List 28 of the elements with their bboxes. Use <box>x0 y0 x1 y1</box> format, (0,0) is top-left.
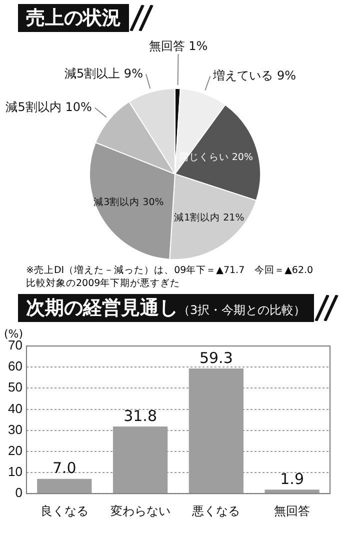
slice-label: 減5割以内 10% <box>6 100 92 114</box>
text: ※売上DI（増えた－減った）は、09年下＝▲71.7 今回＝▲62.0 <box>26 264 314 277</box>
chart-subtitle: （3択・今期との比較） <box>178 303 306 317</box>
y-axis-title: (%) <box>4 327 24 340</box>
y-tick-label: 0 <box>15 485 22 500</box>
chart-title: 売上の状況 <box>18 4 129 32</box>
data-label: 31.8 <box>124 406 157 425</box>
data-label: 1.9 <box>280 470 304 488</box>
slice-label: 増えている 9% <box>212 68 296 82</box>
y-tick-label: 70 <box>8 338 22 353</box>
data-label: 7.0 <box>52 459 76 478</box>
x-tick-label: 変わらない <box>110 504 170 518</box>
y-tick-label: 20 <box>8 443 22 458</box>
x-tick-label: 無回答 <box>274 504 310 518</box>
slice-label: 減1割以内 21% <box>174 212 244 224</box>
text: 比較対象の2009年下期が悪すぎた <box>26 277 182 290</box>
x-tick-label: 良くなる <box>40 504 88 518</box>
bar <box>37 478 92 494</box>
y-tick-label: 60 <box>8 358 22 374</box>
data-label: 59.3 <box>199 348 233 367</box>
y-tick-label: 10 <box>8 464 22 480</box>
x-tick-label: 悪くなる <box>191 504 240 518</box>
legend-label: 無回答 1% <box>148 39 208 54</box>
y-tick-label: 50 <box>8 380 22 395</box>
y-tick-label: 40 <box>8 400 22 416</box>
slice-label: 減5割以上 9% <box>64 66 143 80</box>
bar <box>264 490 320 494</box>
y-tick-label: 30 <box>8 422 22 437</box>
